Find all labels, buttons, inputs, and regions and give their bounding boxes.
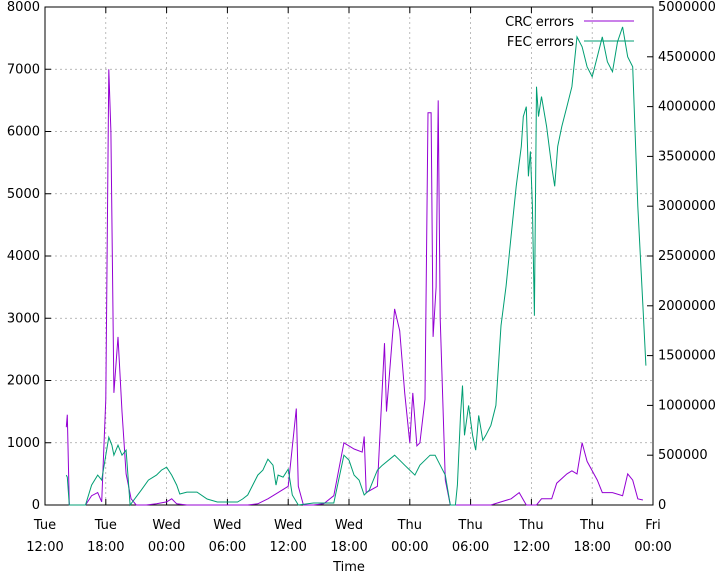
- x-tick-label: Wed: [152, 518, 180, 533]
- y-right-tick-label: 2000000: [658, 299, 716, 314]
- y-right-tick-label: 3500000: [658, 149, 716, 164]
- x-tick-label: 12:00: [269, 540, 306, 555]
- series-lines: [65, 26, 647, 507]
- x-tick-label: 00:00: [391, 540, 428, 555]
- x-tick-label: Tue: [94, 518, 117, 533]
- y-left-tick-label: 8000: [7, 0, 40, 15]
- x-tick-label: 06:00: [209, 540, 246, 555]
- y-right-tick-label: 2500000: [658, 249, 716, 264]
- y-left-tick-label: 3000: [7, 311, 40, 326]
- x-tick-label: 06:00: [452, 540, 489, 555]
- x-tick-label: Thu: [518, 518, 543, 533]
- x-tick-label: 12:00: [513, 540, 550, 555]
- y-right-tick-label: 1000000: [658, 398, 716, 413]
- y-left-tick-label: 5000: [7, 187, 40, 202]
- x-tick-label: Fri: [645, 518, 661, 533]
- y-right-tick-label: 1500000: [658, 349, 716, 364]
- x-tick-label: Tue: [33, 518, 56, 533]
- x-axis-label: Time: [332, 560, 365, 575]
- x-tick-label: Wed: [274, 518, 302, 533]
- x-tick-label: Thu: [579, 518, 604, 533]
- x-tick-label: Thu: [457, 518, 482, 533]
- legend-label: FEC errors: [507, 35, 574, 50]
- y-right-tick-label: 5000000: [658, 0, 716, 15]
- y-left-tick-label: 7000: [7, 62, 40, 77]
- y-right-tick-label: 3000000: [658, 199, 716, 214]
- y-left-tick-label: 0: [32, 498, 40, 513]
- grid-lines: [45, 7, 653, 505]
- axis-ticks: Tue 12:00 Tue 18:00 Wed 00:00 Wed 06:00 Wed 12:00…: [7, 0, 716, 555]
- x-tick-label: 00:00: [148, 540, 185, 555]
- y-right-tick-label: 4500000: [658, 50, 716, 65]
- y-right-tick-label: 500000: [658, 448, 708, 463]
- y-left-tick-label: 4000: [7, 249, 40, 264]
- x-tick-label: 12:00: [26, 540, 63, 555]
- x-tick-label: Wed: [335, 518, 363, 533]
- y-left-tick-label: 6000: [7, 125, 40, 140]
- series-line-1: [65, 26, 647, 507]
- x-tick-label: Thu: [397, 518, 422, 533]
- legend: CRC errors FEC errors: [505, 15, 634, 50]
- x-tick-label: 18:00: [330, 540, 367, 555]
- x-tick-label: 18:00: [573, 540, 610, 555]
- series-line-0: [65, 69, 644, 506]
- x-tick-label: 18:00: [87, 540, 124, 555]
- legend-label: CRC errors: [505, 15, 574, 30]
- x-tick-label: 00:00: [634, 540, 671, 555]
- y-left-tick-label: 2000: [7, 374, 40, 389]
- y-left-tick-label: 1000: [7, 436, 40, 451]
- x-tick-label: Wed: [213, 518, 241, 533]
- y-right-tick-label: 4000000: [658, 100, 716, 115]
- y-right-tick-label: 0: [658, 498, 666, 513]
